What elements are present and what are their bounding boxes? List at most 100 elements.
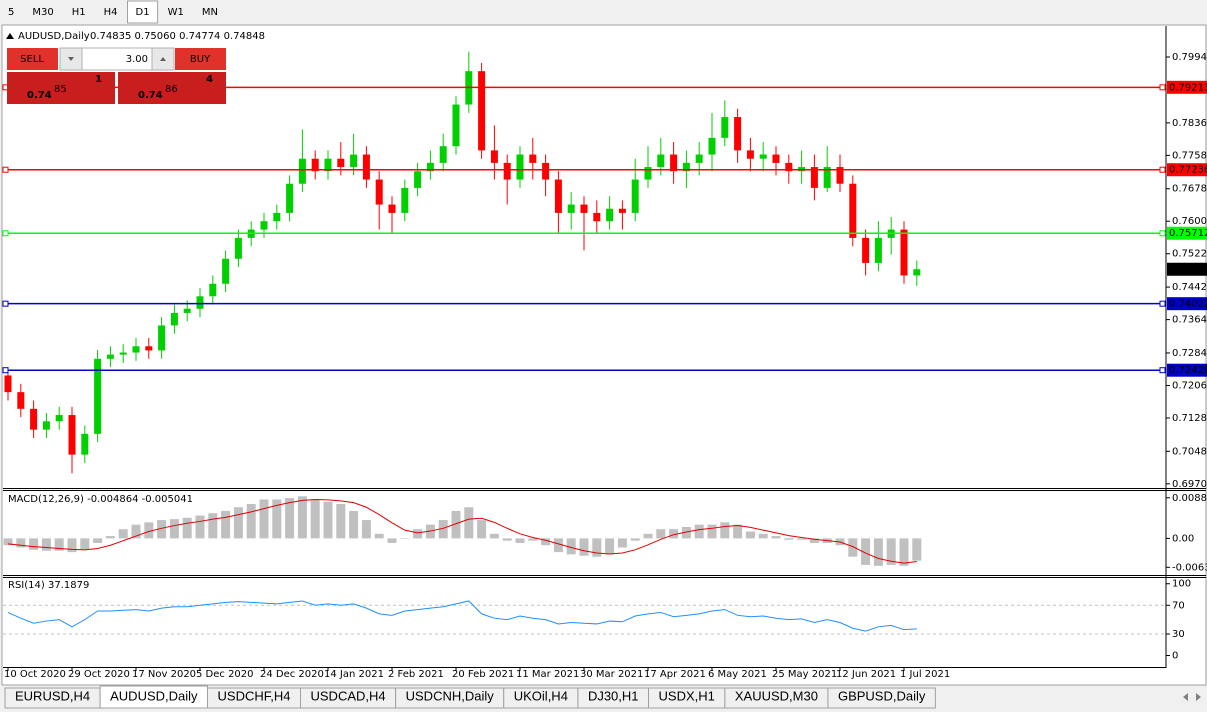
timeframe-button[interactable] xyxy=(159,1,192,23)
level-handle xyxy=(2,367,9,374)
timeframe-button[interactable] xyxy=(127,0,159,24)
macd-bar xyxy=(54,538,64,551)
candle-body xyxy=(350,154,358,168)
price-box[interactable] xyxy=(7,72,115,104)
x-tick-label: 10 Oct 2020 xyxy=(4,669,66,680)
tab-label: USDCNH,Daily xyxy=(406,688,495,703)
tab-label: USDCHF,H4 xyxy=(218,688,291,703)
price-prefix: 0.74 xyxy=(27,90,52,101)
x-tick-label: 6 May 2021 xyxy=(708,669,767,680)
macd-bar xyxy=(617,538,627,548)
macd-bar xyxy=(16,538,26,548)
price-big: 85 xyxy=(54,84,67,95)
macd-bar xyxy=(413,529,423,539)
chart-title: AUDUSD,Daily xyxy=(18,31,90,42)
candle-body xyxy=(145,346,153,351)
rsi-title: RSI(14) 37.1879 xyxy=(8,580,89,591)
level-price-box xyxy=(1167,226,1207,240)
tab-scroll-right[interactable] xyxy=(1196,693,1201,701)
macd-bar xyxy=(272,499,282,539)
candle-body xyxy=(17,392,25,409)
macd-bar xyxy=(758,533,768,539)
chart-window xyxy=(1,24,1207,686)
x-tick-label: 5 Dec 2020 xyxy=(196,669,254,680)
timeframe-button[interactable] xyxy=(63,1,94,23)
macd-bar xyxy=(80,538,90,550)
buy-button[interactable] xyxy=(175,48,226,70)
tab-scroll-left[interactable] xyxy=(1183,693,1188,701)
macd-bar xyxy=(861,538,871,565)
macd-bar xyxy=(41,538,51,551)
candle-body xyxy=(836,167,844,184)
timeframe-button[interactable] xyxy=(24,1,62,23)
macd-bar xyxy=(643,533,653,539)
timeframe-button[interactable] xyxy=(193,1,226,23)
tab-label: USDCAD,H4 xyxy=(311,688,386,703)
macd-signal xyxy=(7,498,917,564)
price-sup: 1 xyxy=(95,74,102,85)
macd-bar xyxy=(93,538,103,543)
x-tick-label: 29 Oct 2020 xyxy=(68,669,130,680)
macd-bar xyxy=(630,538,640,541)
macd-bar xyxy=(3,538,13,546)
price-prefix: 0.74 xyxy=(138,90,163,101)
candle-body xyxy=(158,325,166,351)
x-tick-label: 20 Feb 2021 xyxy=(452,669,514,680)
macd-bar xyxy=(144,522,154,539)
y-tick-label: 100 xyxy=(1172,579,1191,590)
candle-body xyxy=(772,154,780,163)
price-box[interactable] xyxy=(118,72,226,104)
buy-label: BUY xyxy=(190,54,211,65)
candle-body xyxy=(273,212,281,222)
timeframe-button[interactable] xyxy=(0,1,23,23)
macd-bar xyxy=(438,520,448,539)
candle-body xyxy=(170,312,178,326)
sell-label: SELL xyxy=(20,54,44,65)
timeframe-label: M30 xyxy=(32,7,53,18)
macd-bar xyxy=(502,538,512,541)
timeframe-label: 5 xyxy=(8,7,14,18)
timeframe-label: H4 xyxy=(104,7,118,18)
level-handle xyxy=(1159,84,1166,91)
macd-bar xyxy=(707,524,717,539)
candle-body xyxy=(209,283,217,297)
candle-body xyxy=(746,150,754,159)
price-big: 86 xyxy=(165,84,178,95)
candle-body xyxy=(81,433,89,455)
candle-body xyxy=(580,204,588,213)
candle-body xyxy=(55,415,63,422)
candle-body xyxy=(682,162,690,172)
candle-body xyxy=(362,154,370,180)
candle-body xyxy=(900,229,908,276)
candle-body xyxy=(759,154,767,159)
candle-body xyxy=(542,162,550,180)
volume-up-arrow xyxy=(160,57,166,61)
candle-body xyxy=(695,154,703,163)
macd-bar xyxy=(400,538,410,539)
timeframe-label: H1 xyxy=(72,7,86,18)
macd-bar xyxy=(579,538,589,556)
macd-bar xyxy=(694,524,704,539)
x-tick-label: 17 Apr 2021 xyxy=(644,669,706,680)
timeframe-button[interactable] xyxy=(95,1,126,23)
macd-bar xyxy=(105,536,115,539)
sell-button[interactable] xyxy=(7,48,58,70)
macd-bar xyxy=(733,524,743,539)
candle-body xyxy=(631,179,639,213)
tab-label: UKOil,H4 xyxy=(514,688,568,703)
tab[interactable] xyxy=(827,687,936,709)
candle-body xyxy=(298,158,306,184)
candle-body xyxy=(132,346,140,353)
x-tick-label: 17 Nov 2020 xyxy=(132,669,196,680)
candle-body xyxy=(874,237,882,263)
macd-bar xyxy=(566,538,576,555)
tab-label: DJ30,H1 xyxy=(588,688,639,703)
candle-body xyxy=(439,146,447,163)
level-price-box xyxy=(1167,163,1207,177)
